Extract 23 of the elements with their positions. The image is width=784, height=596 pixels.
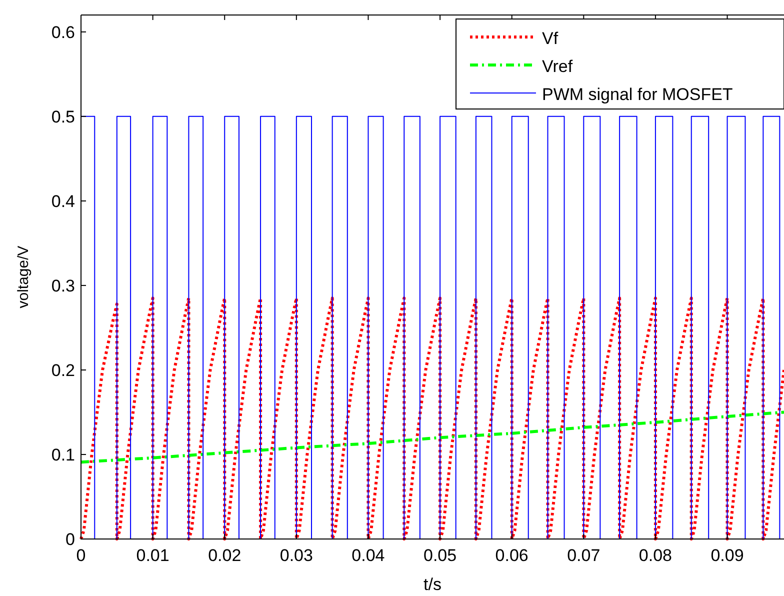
y-tick-label: 0.5: [51, 107, 75, 126]
legend-label: PWM signal for MOSFET: [542, 85, 733, 104]
legend-label: Vref: [542, 57, 573, 76]
x-tick-label: 0.08: [638, 546, 672, 565]
line-series: [80, 296, 784, 540]
x-tick-label: 0.01: [136, 546, 170, 565]
y-tick-label: 0.1: [51, 445, 75, 464]
legend-label: Vf: [542, 29, 558, 48]
x-axis-title: t/s: [424, 575, 442, 594]
x-tick-label: 0.06: [495, 546, 528, 565]
x-tick-label: 0.05: [423, 546, 457, 565]
x-tick-label: 0.04: [352, 546, 385, 565]
line-series: [80, 410, 784, 464]
y-tick-label: 0.3: [51, 276, 75, 296]
x-tick-label: 0.09: [710, 546, 744, 565]
x-tick-label: 0.07: [567, 546, 600, 565]
y-tick-label: 0.6: [51, 22, 75, 42]
x-tick-label: 0.02: [208, 546, 242, 565]
y-tick-label: 0.4: [51, 192, 75, 211]
y-axis-title: voltage/V: [15, 246, 32, 308]
x-tick-label: 0.03: [280, 546, 313, 565]
y-tick-label: 0: [66, 530, 75, 549]
y-tick-label: 0.2: [51, 360, 75, 380]
